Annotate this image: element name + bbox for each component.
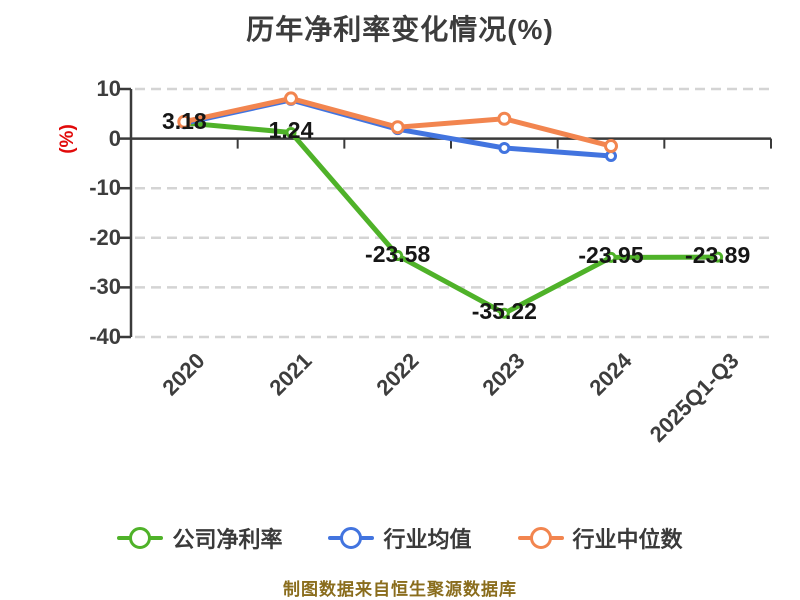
data-point-marker[interactable] [604, 139, 618, 154]
legend-label: 公司净利率 [172, 527, 283, 552]
data-point-marker[interactable] [497, 111, 512, 126]
data-point-marker[interactable] [177, 114, 192, 129]
data-point-marker[interactable] [498, 307, 510, 319]
data-source-note: 制图数据来自恒生聚源数据库 [283, 580, 517, 599]
legend-item-0[interactable]: 公司净利率 [117, 522, 282, 554]
legend-item-2[interactable]: 行业中位数 [517, 522, 683, 554]
data-point-marker[interactable] [284, 91, 298, 106]
legend-item-1[interactable]: 行业均值 [328, 522, 472, 554]
legend-label: 行业均值 [383, 527, 472, 552]
chart-title: 历年净利率变化情况(%) [246, 14, 554, 45]
legend-marker-icon [117, 526, 164, 550]
data-point-marker[interactable] [390, 120, 405, 135]
data-point-marker[interactable] [498, 142, 511, 155]
data-point-marker[interactable] [712, 251, 724, 263]
legend-marker-circle [529, 527, 552, 549]
legend-marker-circle [340, 527, 363, 549]
legend-marker-circle [129, 527, 152, 549]
legend-marker-icon [517, 526, 564, 550]
data-point-marker[interactable] [392, 250, 404, 262]
legend-marker-icon [328, 526, 375, 550]
legend-label: 行业中位数 [572, 527, 683, 552]
data-point-marker[interactable] [605, 251, 617, 263]
data-point-marker[interactable] [285, 126, 297, 138]
legend: 公司净利率 行业均值 行业中位数 [0, 522, 800, 554]
series-line-0 [181, 120, 721, 316]
